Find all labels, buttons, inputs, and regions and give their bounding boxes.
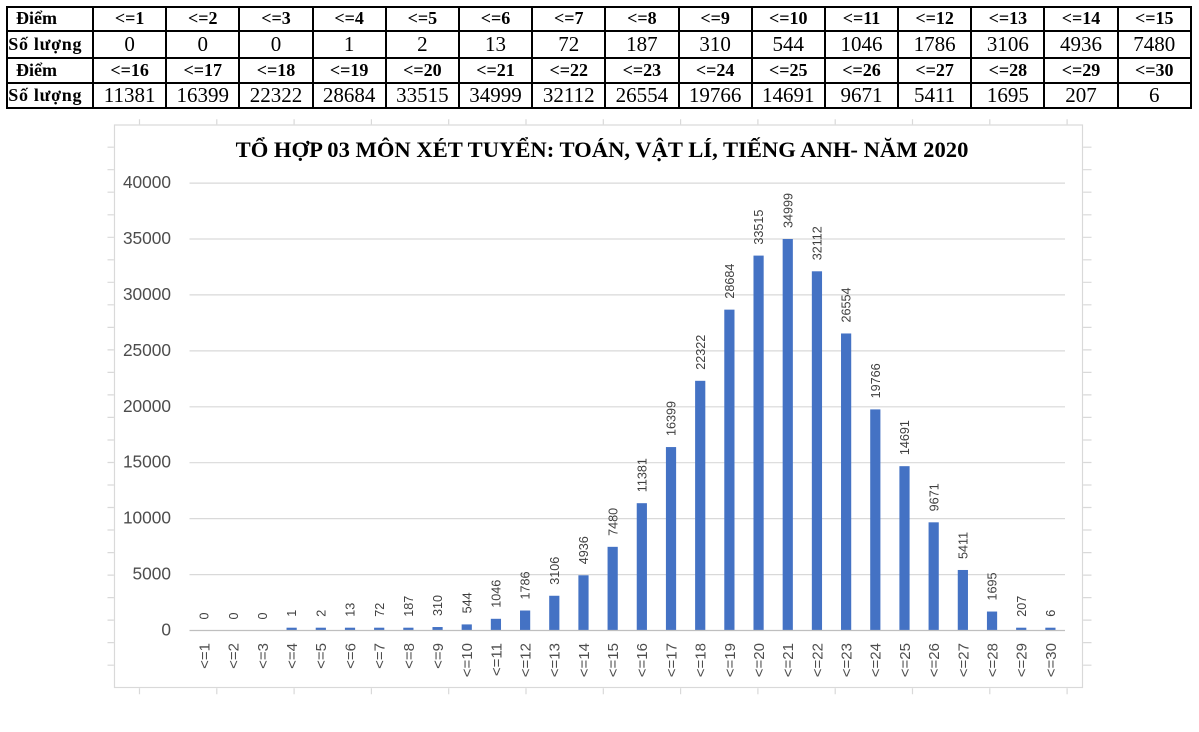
svg-text:0: 0	[161, 620, 171, 640]
svg-text:<=5: <=5	[313, 643, 330, 669]
svg-text:<=14: <=14	[576, 643, 593, 677]
svg-text:<=16: <=16	[634, 643, 651, 677]
svg-text:<=26: <=26	[926, 643, 943, 677]
svg-text:<=13: <=13	[547, 643, 564, 677]
svg-text:10000: 10000	[123, 508, 171, 528]
svg-text:35000: 35000	[123, 228, 171, 248]
svg-text:<=2: <=2	[226, 643, 243, 669]
svg-text:<=27: <=27	[955, 643, 972, 677]
svg-text:13: 13	[344, 603, 358, 617]
svg-text:28684: 28684	[723, 264, 737, 299]
svg-text:1695: 1695	[986, 573, 1000, 601]
svg-text:<=11: <=11	[488, 643, 505, 676]
svg-text:16399: 16399	[665, 401, 679, 436]
svg-text:<=28: <=28	[984, 643, 1001, 677]
svg-text:<=4: <=4	[284, 643, 301, 669]
svg-text:72: 72	[373, 603, 387, 617]
svg-text:30000: 30000	[123, 284, 171, 304]
svg-text:1786: 1786	[519, 571, 533, 599]
svg-text:<=19: <=19	[722, 643, 739, 677]
svg-text:<=8: <=8	[401, 643, 418, 669]
svg-text:33515: 33515	[752, 210, 766, 245]
svg-text:34999: 34999	[781, 193, 795, 228]
svg-text:22322: 22322	[694, 335, 708, 370]
svg-text:32112: 32112	[811, 226, 825, 260]
svg-text:<=23: <=23	[839, 643, 856, 677]
svg-text:9671: 9671	[927, 483, 941, 511]
svg-text:0: 0	[198, 612, 212, 619]
svg-text:<=7: <=7	[372, 643, 389, 669]
svg-text:25000: 25000	[123, 340, 171, 360]
svg-text:1: 1	[285, 610, 299, 617]
svg-text:6: 6	[1044, 610, 1058, 617]
svg-text:1046: 1046	[490, 580, 504, 608]
svg-text:187: 187	[402, 596, 416, 617]
svg-text:<=17: <=17	[663, 643, 680, 677]
svg-text:3106: 3106	[548, 557, 562, 585]
svg-text:310: 310	[431, 595, 445, 616]
svg-text:<=18: <=18	[693, 643, 710, 677]
svg-text:26554: 26554	[840, 287, 854, 322]
svg-text:14691: 14691	[898, 420, 912, 455]
svg-text:544: 544	[460, 592, 474, 613]
svg-text:<=3: <=3	[255, 643, 272, 669]
svg-text:<=25: <=25	[897, 643, 914, 677]
svg-text:<=9: <=9	[430, 643, 447, 669]
svg-text:0: 0	[256, 612, 270, 619]
svg-text:<=15: <=15	[605, 643, 622, 677]
svg-text:<=21: <=21	[780, 643, 797, 677]
svg-text:<=6: <=6	[342, 643, 359, 669]
svg-text:20000: 20000	[123, 396, 171, 416]
svg-text:11381: 11381	[635, 458, 649, 492]
svg-text:<=1: <=1	[196, 643, 213, 669]
svg-text:<=20: <=20	[751, 643, 768, 677]
svg-text:4936: 4936	[577, 536, 591, 564]
svg-text:<=30: <=30	[1043, 643, 1060, 677]
svg-text:7480: 7480	[606, 508, 620, 536]
svg-text:19766: 19766	[869, 363, 883, 398]
svg-text:5411: 5411	[956, 532, 970, 559]
svg-text:<=12: <=12	[518, 643, 535, 677]
svg-text:<=29: <=29	[1014, 643, 1031, 677]
svg-text:5000: 5000	[133, 564, 171, 584]
svg-text:TỔ HỢP 03 MÔN XÉT TUYỂN: TOÁN,: TỔ HỢP 03 MÔN XÉT TUYỂN: TOÁN, VẬT LÍ, T…	[236, 136, 969, 162]
svg-text:<=22: <=22	[809, 643, 826, 677]
svg-text:<=10: <=10	[459, 643, 476, 677]
svg-text:15000: 15000	[123, 452, 171, 472]
svg-text:207: 207	[1015, 596, 1029, 617]
svg-text:40000: 40000	[123, 172, 171, 192]
svg-text:2: 2	[314, 610, 328, 617]
svg-text:<=24: <=24	[868, 643, 885, 677]
svg-text:0: 0	[227, 612, 241, 619]
